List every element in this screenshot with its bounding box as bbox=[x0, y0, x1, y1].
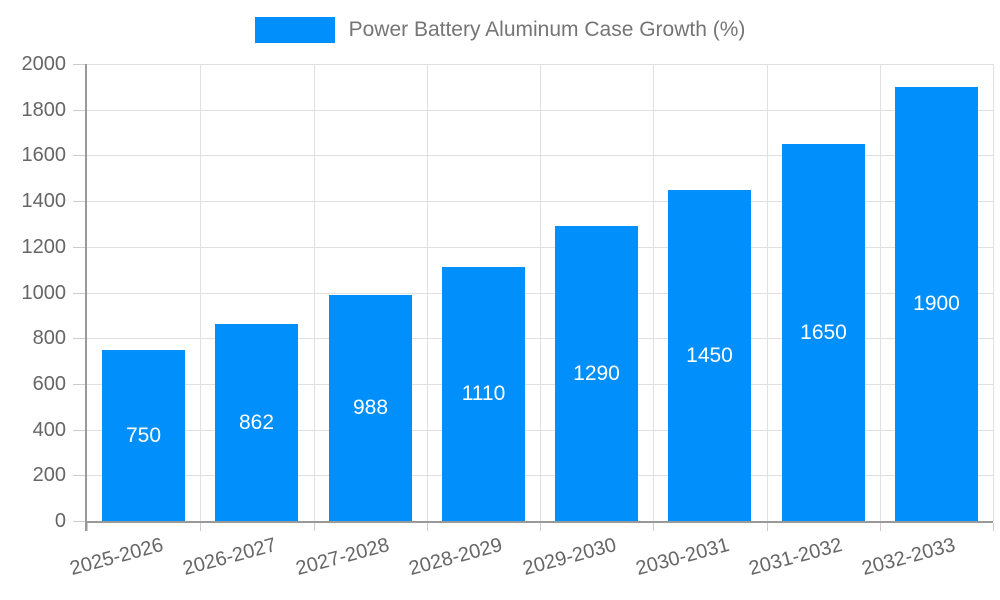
bar[interactable]: 1290 bbox=[555, 226, 638, 521]
y-axis-tick bbox=[73, 201, 87, 202]
y-axis-tick bbox=[73, 384, 87, 385]
x-axis-tick bbox=[767, 523, 768, 531]
y-axis-label: 800 bbox=[32, 327, 66, 349]
bar[interactable]: 1110 bbox=[442, 267, 525, 521]
x-axis-tick bbox=[993, 523, 994, 531]
gridline-vertical bbox=[993, 64, 994, 521]
y-axis-tick bbox=[73, 110, 87, 111]
y-axis-label: 0 bbox=[54, 510, 66, 532]
bar[interactable]: 1900 bbox=[895, 87, 978, 521]
x-axis-tick bbox=[314, 523, 315, 531]
y-axis-label: 1800 bbox=[21, 99, 67, 121]
x-axis-tick bbox=[540, 523, 541, 531]
gridline-vertical bbox=[767, 64, 768, 521]
x-axis-tick bbox=[87, 523, 88, 531]
bar[interactable]: 1450 bbox=[668, 190, 751, 521]
gridline-vertical bbox=[653, 64, 654, 521]
x-axis-tick bbox=[200, 523, 201, 531]
y-axis-label: 1600 bbox=[21, 144, 67, 166]
y-axis-label: 1000 bbox=[21, 282, 67, 304]
y-axis-tick bbox=[73, 430, 87, 431]
legend-swatch-icon bbox=[254, 17, 335, 43]
y-axis-label: 200 bbox=[32, 464, 66, 486]
bar[interactable]: 750 bbox=[102, 350, 185, 521]
bar-value-label: 1900 bbox=[913, 292, 960, 315]
gridline-vertical bbox=[540, 64, 541, 521]
gridline-vertical bbox=[880, 64, 881, 521]
bar[interactable]: 1650 bbox=[782, 144, 865, 521]
bar-value-label: 1650 bbox=[800, 320, 847, 344]
y-axis-tick bbox=[73, 521, 87, 522]
y-axis-label: 400 bbox=[32, 419, 66, 441]
y-axis-tick bbox=[73, 475, 87, 476]
x-axis-line bbox=[87, 521, 993, 523]
y-axis-label: 600 bbox=[32, 373, 66, 395]
bar[interactable]: 988 bbox=[329, 295, 412, 521]
y-axis-tick bbox=[73, 64, 87, 65]
gridline-vertical bbox=[200, 64, 201, 521]
y-axis-tick bbox=[73, 293, 87, 294]
y-axis-tick bbox=[73, 155, 87, 156]
legend: Power Battery Aluminum Case Growth (%) bbox=[0, 17, 1000, 43]
y-axis-label: 1400 bbox=[21, 190, 67, 212]
bar-value-label: 988 bbox=[352, 396, 389, 419]
bar-value-label: 1110 bbox=[461, 382, 506, 405]
y-axis-tick bbox=[73, 338, 87, 339]
bar-value-label: 862 bbox=[238, 410, 275, 434]
y-axis-label: 1200 bbox=[21, 236, 67, 258]
gridline-vertical bbox=[314, 64, 315, 521]
x-axis-tick bbox=[427, 523, 428, 531]
x-axis-tick bbox=[880, 523, 881, 531]
y-axis-label: 2000 bbox=[21, 53, 67, 75]
bar-value-label: 1290 bbox=[573, 361, 620, 385]
y-axis-tick bbox=[73, 247, 87, 248]
gridline-vertical bbox=[427, 64, 428, 521]
legend-item[interactable]: Power Battery Aluminum Case Growth (%) bbox=[254, 17, 746, 43]
bar-value-label: 750 bbox=[125, 423, 162, 447]
legend-label: Power Battery Aluminum Case Growth (%) bbox=[348, 18, 746, 41]
y-axis-line bbox=[85, 64, 87, 531]
bar-value-label: 1450 bbox=[686, 343, 733, 367]
bar[interactable]: 862 bbox=[215, 324, 298, 521]
x-axis-tick bbox=[653, 523, 654, 531]
